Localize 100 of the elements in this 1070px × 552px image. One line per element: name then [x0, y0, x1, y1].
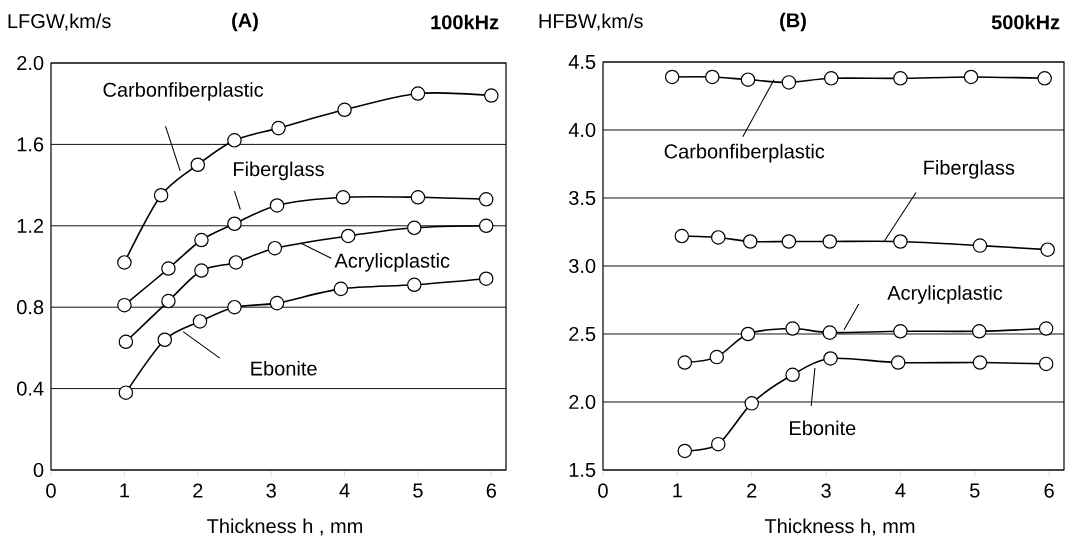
y-tick-label: 2.0 [569, 394, 596, 410]
point [781, 75, 797, 90]
point [192, 314, 208, 329]
x-tick-label: 3 [821, 483, 831, 498]
point [781, 234, 797, 249]
point [478, 218, 494, 234]
series-label: Acrylicplastic [887, 285, 1003, 304]
point [1038, 356, 1054, 372]
point [1038, 321, 1054, 336]
point [674, 228, 690, 244]
y-axis-title: HFBW,km/s [539, 13, 643, 31]
chart-subtitle: 500kHz [991, 14, 1060, 30]
point [157, 332, 173, 348]
point [227, 216, 242, 232]
point [710, 230, 726, 245]
point [410, 86, 426, 101]
chart-title: (B) [780, 12, 806, 32]
x-tick-label: 1 [120, 483, 129, 498]
point [161, 261, 176, 276]
x-tick-label: 2 [193, 483, 203, 498]
point [407, 277, 422, 293]
point [153, 188, 169, 203]
x-axis-title: Thickness h , mm [207, 518, 363, 536]
point [478, 271, 494, 286]
point [890, 355, 906, 370]
point [972, 355, 988, 370]
y-tick-label: 4.0 [568, 122, 596, 138]
point [963, 69, 979, 85]
point [677, 355, 693, 370]
point [194, 263, 209, 278]
point [785, 367, 800, 383]
point [194, 232, 209, 248]
point [971, 324, 987, 339]
text: Fiberglass [924, 160, 1015, 179]
point [972, 238, 988, 253]
point [893, 71, 908, 86]
point [893, 234, 908, 249]
point [337, 102, 352, 118]
point [227, 299, 242, 315]
point [340, 228, 356, 244]
point [117, 297, 132, 313]
point [705, 69, 720, 85]
point [407, 220, 422, 236]
x-tick-label: 5 [970, 483, 980, 498]
point [190, 157, 206, 173]
point [484, 88, 499, 103]
chart-title: (A) [232, 12, 258, 32]
y-tick-label: 3.0 [569, 258, 596, 274]
point [710, 436, 726, 452]
point [893, 324, 908, 339]
point [1037, 71, 1052, 86]
point [161, 293, 176, 309]
y-tick-label: 2.0 [17, 55, 44, 71]
y-tick-label: 1.2 [17, 218, 44, 233]
y-tick-label: 1.6 [17, 137, 44, 152]
x-tick-label: 1 [673, 483, 682, 498]
point [822, 325, 838, 340]
x-tick-label: 3 [266, 483, 276, 498]
point [333, 281, 349, 297]
point [410, 190, 426, 205]
point [785, 321, 800, 336]
point [823, 351, 838, 366]
point [335, 190, 351, 205]
point [227, 133, 242, 148]
x-tick-label: 6 [486, 483, 497, 498]
point [664, 69, 680, 85]
point [228, 255, 244, 270]
point [740, 326, 756, 342]
x-tick-label: 6 [1044, 483, 1054, 498]
x-tick-label: 0 [598, 483, 608, 498]
y-tick-label: 3.5 [569, 190, 596, 206]
point [271, 120, 286, 136]
point [742, 234, 758, 249]
y-tick-label: 0 [33, 462, 44, 478]
x-tick-label: 2 [747, 483, 757, 498]
series-label: Fiberglass [234, 161, 324, 181]
point [269, 295, 285, 311]
point [744, 396, 759, 411]
y-tick-label: 2.5 [569, 326, 596, 342]
point [740, 72, 756, 87]
x-tick-label: 4 [895, 483, 906, 498]
series-label: Carbonfiberplastic [103, 82, 264, 101]
y-tick-label: 0.8 [17, 300, 44, 315]
point [267, 240, 283, 256]
point [269, 198, 285, 213]
point [478, 192, 494, 207]
legend-label: Acrylicplastic [334, 253, 450, 272]
x-tick-label: 4 [339, 483, 350, 498]
point [677, 443, 693, 459]
y-tick-label: 4.5 [568, 55, 596, 69]
legend-label: Ebonite [790, 420, 856, 436]
x-axis-title: Thickness h, mm [764, 518, 915, 536]
x-tick-label: 5 [413, 483, 423, 498]
point [822, 234, 838, 249]
point [118, 385, 134, 400]
y-tick-label: 0.4 [17, 381, 44, 396]
x-tick-label: 0 [46, 483, 56, 498]
y-tick-label: 1.5 [569, 463, 596, 477]
point [117, 255, 132, 270]
y-axis-title: LFGW,km/s [8, 13, 111, 31]
